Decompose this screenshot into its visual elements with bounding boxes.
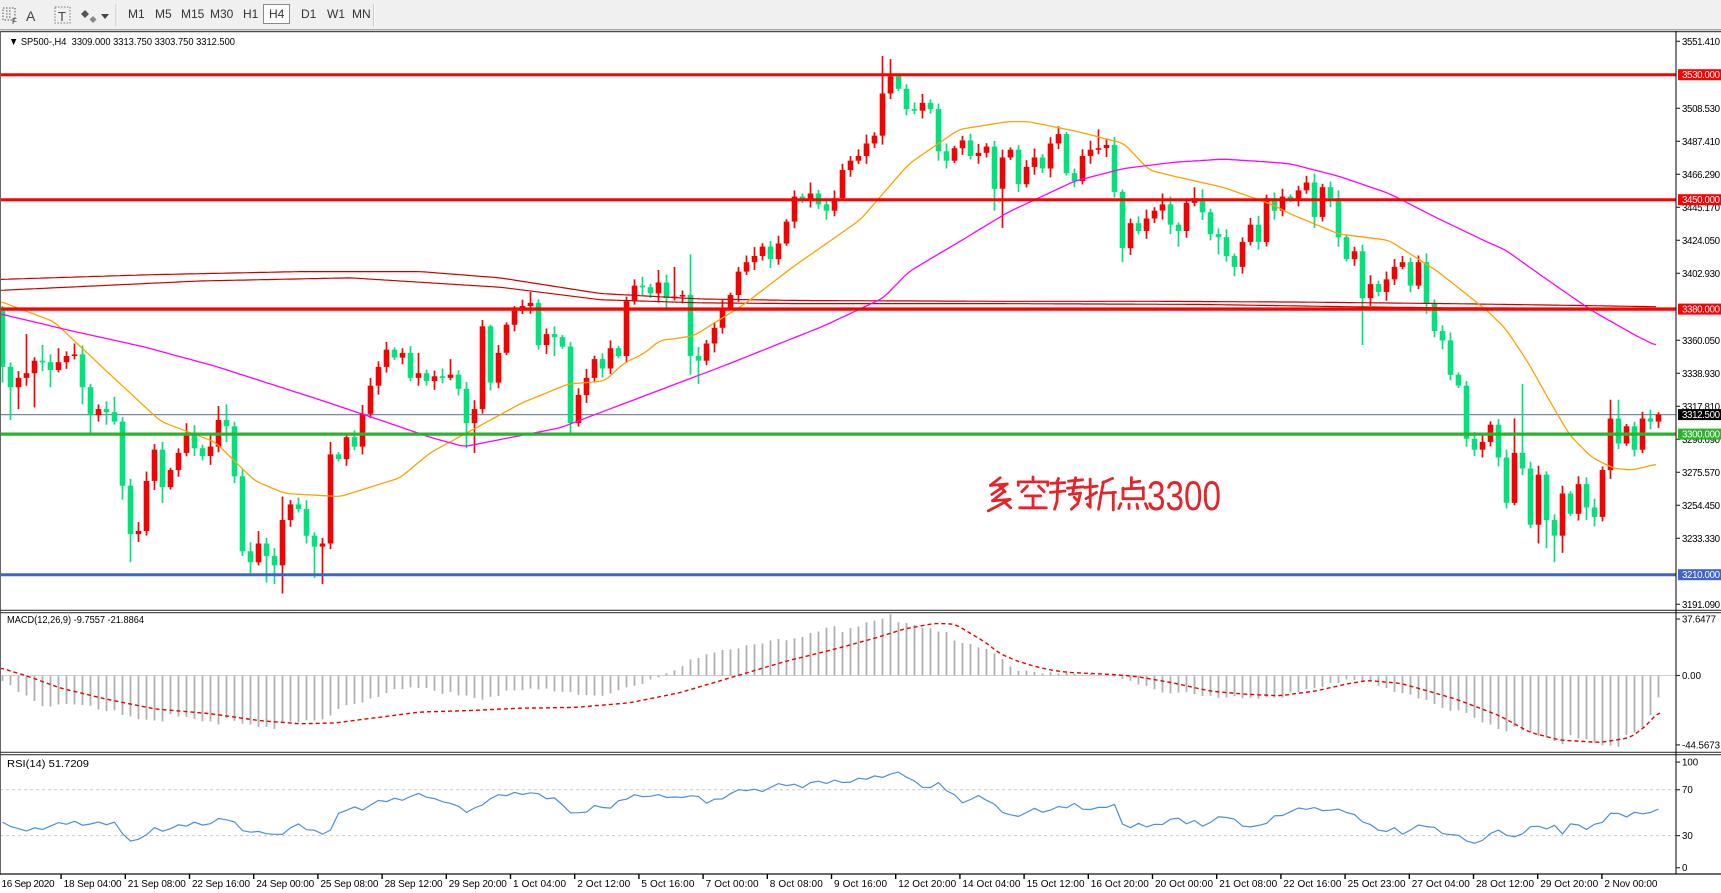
svg-text:-44.5673: -44.5673	[1682, 740, 1720, 751]
svg-text:2 Oct 12:00: 2 Oct 12:00	[577, 879, 630, 890]
svg-text:21 Oct 08:00: 21 Oct 08:00	[1219, 879, 1277, 890]
svg-text:70: 70	[1682, 785, 1693, 796]
svg-text:F: F	[12, 17, 17, 26]
svg-text:0: 0	[1682, 863, 1688, 874]
svg-text:20 Oct 00:00: 20 Oct 00:00	[1155, 879, 1213, 890]
svg-text:T: T	[58, 9, 66, 24]
svg-text:16 Oct 20:00: 16 Oct 20:00	[1091, 879, 1149, 890]
svg-text:28 Sep 12:00: 28 Sep 12:00	[385, 879, 443, 890]
svg-text:24 Sep 00:00: 24 Sep 00:00	[256, 879, 314, 890]
svg-text:27 Oct 04:00: 27 Oct 04:00	[1412, 879, 1470, 890]
svg-text:3380.000: 3380.000	[1682, 305, 1721, 316]
svg-text:9 Oct 16:00: 9 Oct 16:00	[834, 879, 887, 890]
svg-text:3254.450: 3254.450	[1682, 501, 1721, 512]
svg-text:3508.530: 3508.530	[1682, 104, 1721, 115]
svg-text:3191.090: 3191.090	[1682, 600, 1721, 611]
svg-text:3530.000: 3530.000	[1682, 70, 1721, 81]
svg-text:37.6477: 37.6477	[1682, 615, 1716, 626]
svg-text:3312.500: 3312.500	[1682, 410, 1721, 421]
svg-text:22 Sep 16:00: 22 Sep 16:00	[192, 879, 250, 890]
svg-text:25 Oct 23:00: 25 Oct 23:00	[1348, 879, 1406, 890]
svg-text:15 Oct 12:00: 15 Oct 12:00	[1027, 879, 1085, 890]
svg-text:21 Sep 08:00: 21 Sep 08:00	[128, 879, 186, 890]
svg-text:30: 30	[1682, 831, 1693, 842]
svg-text:3317.810: 3317.810	[1682, 402, 1721, 413]
svg-text:3360.050: 3360.050	[1682, 336, 1721, 347]
svg-text:29 Sep 20:00: 29 Sep 20:00	[449, 879, 507, 890]
svg-text:14 Oct 04:00: 14 Oct 04:00	[962, 879, 1020, 890]
svg-text:3210.000: 3210.000	[1682, 570, 1721, 581]
svg-text:3487.410: 3487.410	[1682, 137, 1721, 148]
svg-text:100: 100	[1682, 758, 1699, 769]
svg-text:22 Oct 16:00: 22 Oct 16:00	[1283, 879, 1341, 890]
svg-text:3551.410: 3551.410	[1682, 37, 1721, 48]
svg-text:3402.930: 3402.930	[1682, 269, 1721, 280]
svg-text:▼ SP500-,H4 3309.000 3313.750: ▼ SP500-,H4 3309.000 3313.750 3303.750 3…	[9, 36, 235, 48]
svg-text:29 Oct 20:00: 29 Oct 20:00	[1540, 879, 1598, 890]
svg-text:3424.050: 3424.050	[1682, 236, 1721, 247]
svg-text:28 Oct 12:00: 28 Oct 12:00	[1476, 879, 1534, 890]
svg-text:3296.690: 3296.690	[1682, 435, 1721, 446]
svg-text:MACD(12,26,9) -9.7557 -21.8864: MACD(12,26,9) -9.7557 -21.8864	[7, 615, 144, 626]
svg-text:5 Oct 16:00: 5 Oct 16:00	[641, 879, 694, 890]
svg-text:3445.170: 3445.170	[1682, 203, 1721, 214]
svg-text:3338.930: 3338.930	[1682, 369, 1721, 380]
svg-text:3233.330: 3233.330	[1682, 534, 1721, 545]
svg-text:3300.000: 3300.000	[1682, 430, 1721, 441]
svg-text:1 Oct 04:00: 1 Oct 04:00	[513, 879, 566, 890]
svg-text:3450.000: 3450.000	[1682, 195, 1721, 206]
svg-text:16 Sep 2020: 16 Sep 2020	[2, 879, 55, 890]
svg-text:0.00: 0.00	[1682, 671, 1702, 682]
svg-text:8 Oct 08:00: 8 Oct 08:00	[770, 879, 823, 890]
svg-text:18 Sep 04:00: 18 Sep 04:00	[64, 879, 122, 890]
svg-text:7 Oct 00:00: 7 Oct 00:00	[706, 879, 759, 890]
svg-text:25 Sep 08:00: 25 Sep 08:00	[320, 879, 378, 890]
svg-text:3466.290: 3466.290	[1682, 170, 1721, 181]
svg-text:3300: 3300	[1147, 472, 1221, 519]
svg-text:3275.570: 3275.570	[1682, 468, 1721, 479]
svg-text:2 Nov 00:00: 2 Nov 00:00	[1604, 879, 1657, 890]
svg-text:A: A	[26, 8, 36, 24]
svg-text:RSI(14) 51.7209: RSI(14) 51.7209	[7, 759, 89, 770]
svg-text:12 Oct 20:00: 12 Oct 20:00	[898, 879, 956, 890]
